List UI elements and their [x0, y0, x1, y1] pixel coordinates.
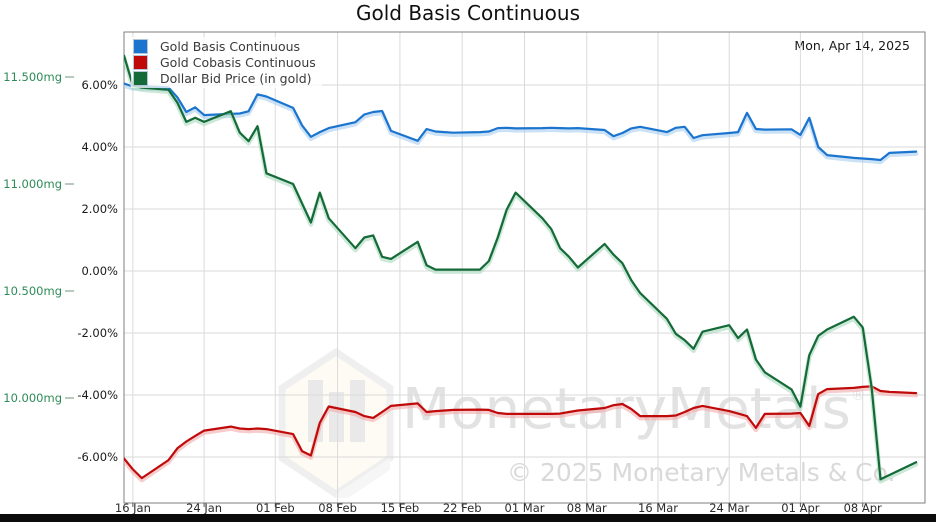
legend-label: Gold Basis Continuous — [160, 38, 301, 54]
svg-text:16 Mar: 16 Mar — [638, 501, 678, 515]
svg-text:15 Feb: 15 Feb — [381, 501, 420, 515]
svg-text:01 Mar: 01 Mar — [505, 501, 545, 515]
legend-item-basis: Gold Basis Continuous — [133, 38, 316, 54]
svg-text:22 Feb: 22 Feb — [443, 501, 482, 515]
legend-label: Dollar Bid Price (in gold) — [160, 70, 312, 86]
svg-text:0.00%: 0.00% — [81, 264, 118, 278]
svg-text:11.500mg: 11.500mg — [3, 70, 62, 84]
svg-text:10.500mg: 10.500mg — [3, 284, 62, 298]
bottom-bar — [0, 514, 936, 522]
svg-text:16 Jan: 16 Jan — [115, 501, 151, 515]
svg-text:08 Mar: 08 Mar — [567, 501, 607, 515]
svg-text:6.00%: 6.00% — [81, 78, 118, 92]
basis-swatch-icon — [133, 38, 148, 54]
cobasis-swatch-icon — [133, 54, 148, 70]
svg-text:4.00%: 4.00% — [81, 140, 118, 154]
svg-text:2.00%: 2.00% — [81, 202, 118, 216]
svg-text:-4.00%: -4.00% — [77, 388, 118, 402]
legend: Gold Basis Continuous Gold Cobasis Conti… — [131, 37, 322, 88]
legend-label: Gold Cobasis Continuous — [160, 54, 316, 70]
svg-text:01 Feb: 01 Feb — [256, 501, 295, 515]
watermark-copyright: © 2025 Monetary Metals & Co. — [507, 458, 896, 487]
svg-text:01 Apr: 01 Apr — [781, 501, 819, 515]
svg-text:24 Mar: 24 Mar — [709, 501, 749, 515]
svg-text:08 Apr: 08 Apr — [844, 501, 882, 515]
chart-title: Gold Basis Continuous — [355, 1, 581, 25]
dollar-bid-swatch-icon — [133, 70, 148, 86]
svg-text:-6.00%: -6.00% — [77, 450, 118, 464]
legend-item-dollar-bid: Dollar Bid Price (in gold) — [133, 70, 316, 86]
date-annotation: Mon, Apr 14, 2025 — [794, 38, 910, 53]
svg-text:08 Feb: 08 Feb — [318, 501, 357, 515]
legend-item-cobasis: Gold Cobasis Continuous — [133, 54, 316, 70]
svg-text:10.000mg: 10.000mg — [3, 391, 62, 405]
svg-text:11.000mg: 11.000mg — [3, 177, 62, 191]
svg-text:-2.00%: -2.00% — [77, 326, 118, 340]
svg-text:24 Jan: 24 Jan — [186, 501, 222, 515]
